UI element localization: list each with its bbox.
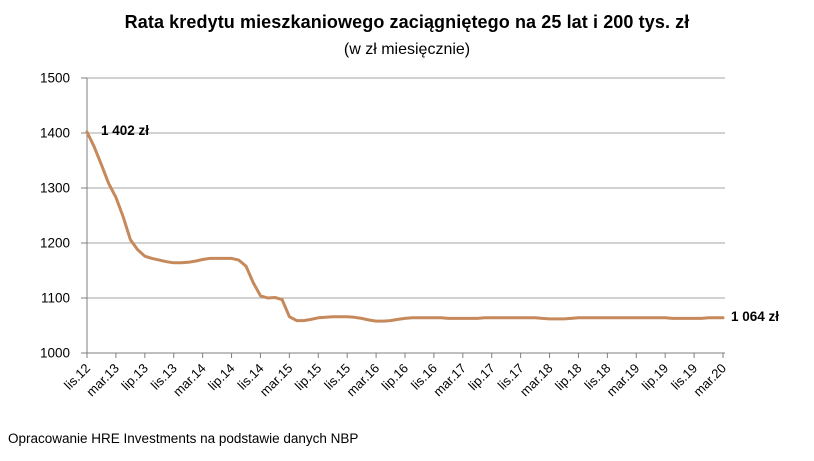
end-value-label: 1 064 zł [731,309,780,324]
x-tick-label: lip.17 [465,361,498,394]
x-tick-label: mar.18 [517,361,556,400]
series-line [85,130,725,323]
x-tick-label: mar.13 [83,361,122,400]
chart-title: Rata kredytu mieszkaniowego zaciągnięteg… [124,12,690,32]
x-tick-label: mar.17 [430,361,469,400]
y-tick-label: 1400 [40,126,70,141]
x-tick-label: lip.18 [552,361,585,394]
x-tick-label: mar.20 [690,361,729,400]
x-tick-label: lip.14 [205,361,238,394]
x-tick-label: lip.19 [639,361,672,394]
x-tick-label: mar.16 [343,361,382,400]
y-tick-label: 1300 [40,181,70,196]
x-tick-label: mar.14 [170,361,209,400]
y-tick-label: 1500 [40,71,70,86]
start-value-label: 1 402 zł [101,123,150,138]
y-tick-label: 1000 [40,346,70,361]
x-tick-label: lip.15 [292,361,325,394]
x-tick-label: lip.16 [379,361,412,394]
y-tick-label: 1100 [41,291,70,306]
x-tick-label: mar.19 [604,361,643,400]
x-tick-label: lip.13 [118,361,151,394]
y-tick-label: 1200 [40,236,70,251]
source-note: Opracowanie HRE Investments na podstawie… [8,431,359,446]
x-tick-label: mar.15 [257,361,296,400]
chart-subtitle: (w zł miesięcznie) [343,41,471,58]
